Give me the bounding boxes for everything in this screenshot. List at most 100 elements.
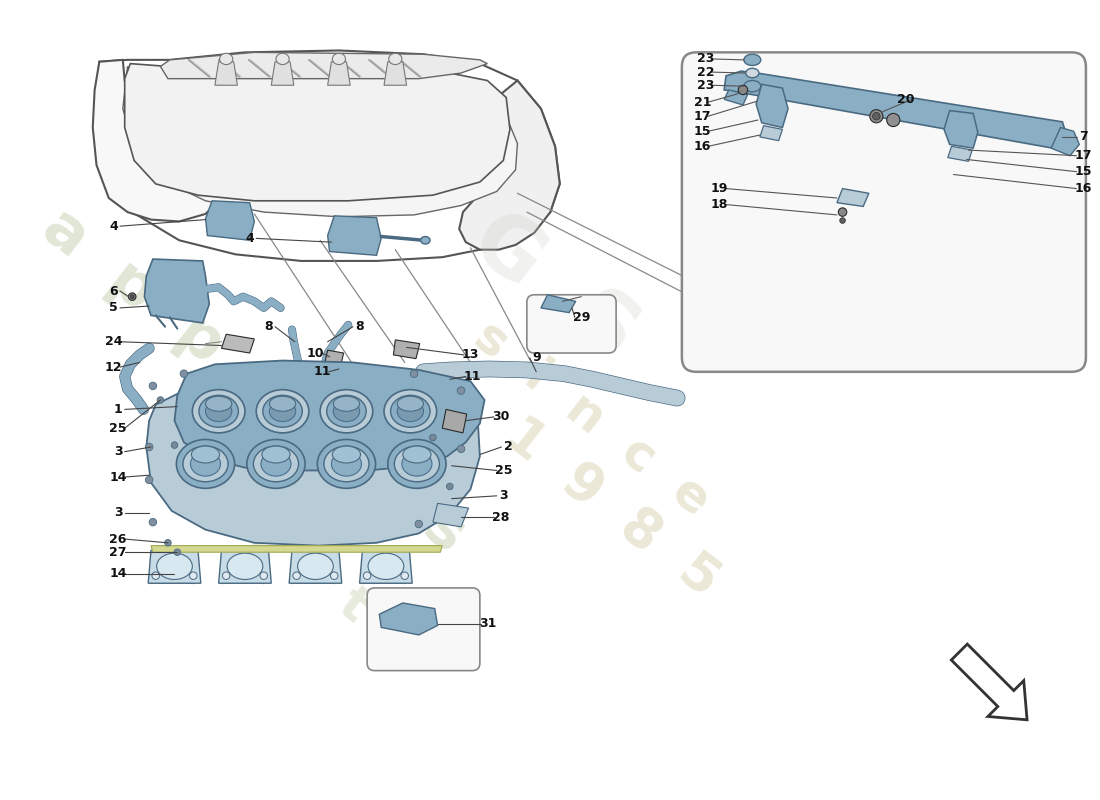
Circle shape	[222, 572, 230, 579]
Circle shape	[145, 443, 153, 450]
Text: 15: 15	[694, 125, 712, 138]
Circle shape	[430, 434, 437, 441]
Circle shape	[150, 518, 156, 526]
Ellipse shape	[323, 446, 368, 482]
Polygon shape	[433, 503, 469, 527]
Circle shape	[350, 366, 362, 378]
Ellipse shape	[440, 377, 453, 386]
Text: 22: 22	[696, 66, 714, 78]
Ellipse shape	[403, 446, 431, 463]
Circle shape	[174, 549, 180, 555]
Polygon shape	[948, 146, 972, 162]
Ellipse shape	[395, 446, 440, 482]
Text: 16: 16	[1075, 182, 1092, 195]
Text: 19: 19	[711, 182, 728, 195]
Circle shape	[839, 218, 846, 223]
Ellipse shape	[331, 452, 362, 476]
Circle shape	[157, 397, 164, 403]
Circle shape	[130, 294, 134, 298]
Polygon shape	[221, 334, 254, 353]
Text: 16: 16	[694, 140, 712, 153]
Ellipse shape	[332, 54, 345, 65]
Ellipse shape	[746, 68, 759, 78]
Text: 9: 9	[532, 351, 540, 364]
Text: f  o  r: f o r	[200, 412, 365, 558]
Text: 15: 15	[1075, 165, 1092, 178]
Circle shape	[293, 572, 300, 579]
Ellipse shape	[191, 446, 220, 463]
Ellipse shape	[270, 396, 296, 411]
Ellipse shape	[333, 401, 360, 422]
Circle shape	[260, 572, 267, 579]
Polygon shape	[175, 361, 485, 470]
FancyBboxPatch shape	[682, 52, 1086, 372]
Text: 25: 25	[495, 464, 513, 477]
Text: p  a  r  t  s: p a r t s	[174, 457, 429, 672]
Ellipse shape	[327, 395, 366, 427]
Text: 21: 21	[694, 96, 712, 109]
Text: 25: 25	[109, 422, 126, 434]
Ellipse shape	[388, 439, 446, 488]
Circle shape	[180, 370, 188, 378]
Ellipse shape	[206, 401, 232, 422]
Polygon shape	[214, 62, 238, 86]
Polygon shape	[161, 52, 487, 78]
Ellipse shape	[261, 452, 292, 476]
Text: 14: 14	[109, 567, 126, 580]
Text: 29: 29	[573, 311, 590, 324]
Text: 13: 13	[462, 348, 480, 362]
Polygon shape	[1052, 127, 1079, 156]
Text: 11: 11	[314, 366, 331, 378]
Ellipse shape	[227, 553, 263, 579]
Text: 11: 11	[463, 370, 481, 383]
Polygon shape	[360, 550, 412, 583]
Ellipse shape	[744, 81, 761, 92]
Ellipse shape	[298, 553, 333, 579]
Circle shape	[189, 572, 197, 579]
FancyBboxPatch shape	[367, 588, 480, 670]
Text: 30: 30	[492, 410, 509, 423]
Circle shape	[838, 208, 847, 216]
Ellipse shape	[333, 396, 360, 411]
Circle shape	[400, 572, 408, 579]
Ellipse shape	[190, 452, 220, 476]
Polygon shape	[756, 84, 788, 127]
Polygon shape	[760, 126, 782, 141]
Polygon shape	[206, 201, 254, 240]
Ellipse shape	[183, 446, 228, 482]
Text: 1  9  8  5: 1 9 8 5	[494, 409, 728, 608]
Circle shape	[363, 572, 371, 579]
Text: 8: 8	[264, 320, 273, 334]
Text: 24: 24	[104, 335, 122, 348]
Text: 23: 23	[696, 53, 714, 66]
Text: 8: 8	[355, 320, 364, 334]
Circle shape	[330, 572, 338, 579]
Polygon shape	[952, 644, 1027, 720]
Polygon shape	[724, 90, 748, 105]
FancyBboxPatch shape	[527, 294, 616, 353]
Text: a  p  p  a  r  t  s: a p p a r t s	[31, 198, 477, 565]
Ellipse shape	[206, 396, 232, 411]
Ellipse shape	[176, 439, 234, 488]
Polygon shape	[272, 62, 294, 86]
Ellipse shape	[192, 390, 245, 433]
Polygon shape	[394, 340, 420, 358]
Text: 3: 3	[499, 490, 508, 502]
Text: s  i  n  c  e: s i n c e	[465, 312, 719, 526]
Polygon shape	[293, 550, 337, 583]
Polygon shape	[328, 216, 382, 255]
Polygon shape	[151, 546, 442, 552]
Text: 4: 4	[109, 220, 118, 233]
Ellipse shape	[384, 390, 437, 433]
Ellipse shape	[368, 553, 404, 579]
Ellipse shape	[220, 54, 233, 65]
Text: 18: 18	[711, 198, 728, 211]
Ellipse shape	[199, 395, 239, 427]
Polygon shape	[724, 71, 1067, 148]
Text: G  S: G S	[456, 198, 653, 377]
Ellipse shape	[253, 446, 298, 482]
Polygon shape	[92, 60, 224, 222]
Circle shape	[172, 442, 178, 448]
Circle shape	[165, 539, 172, 546]
Polygon shape	[328, 62, 350, 86]
